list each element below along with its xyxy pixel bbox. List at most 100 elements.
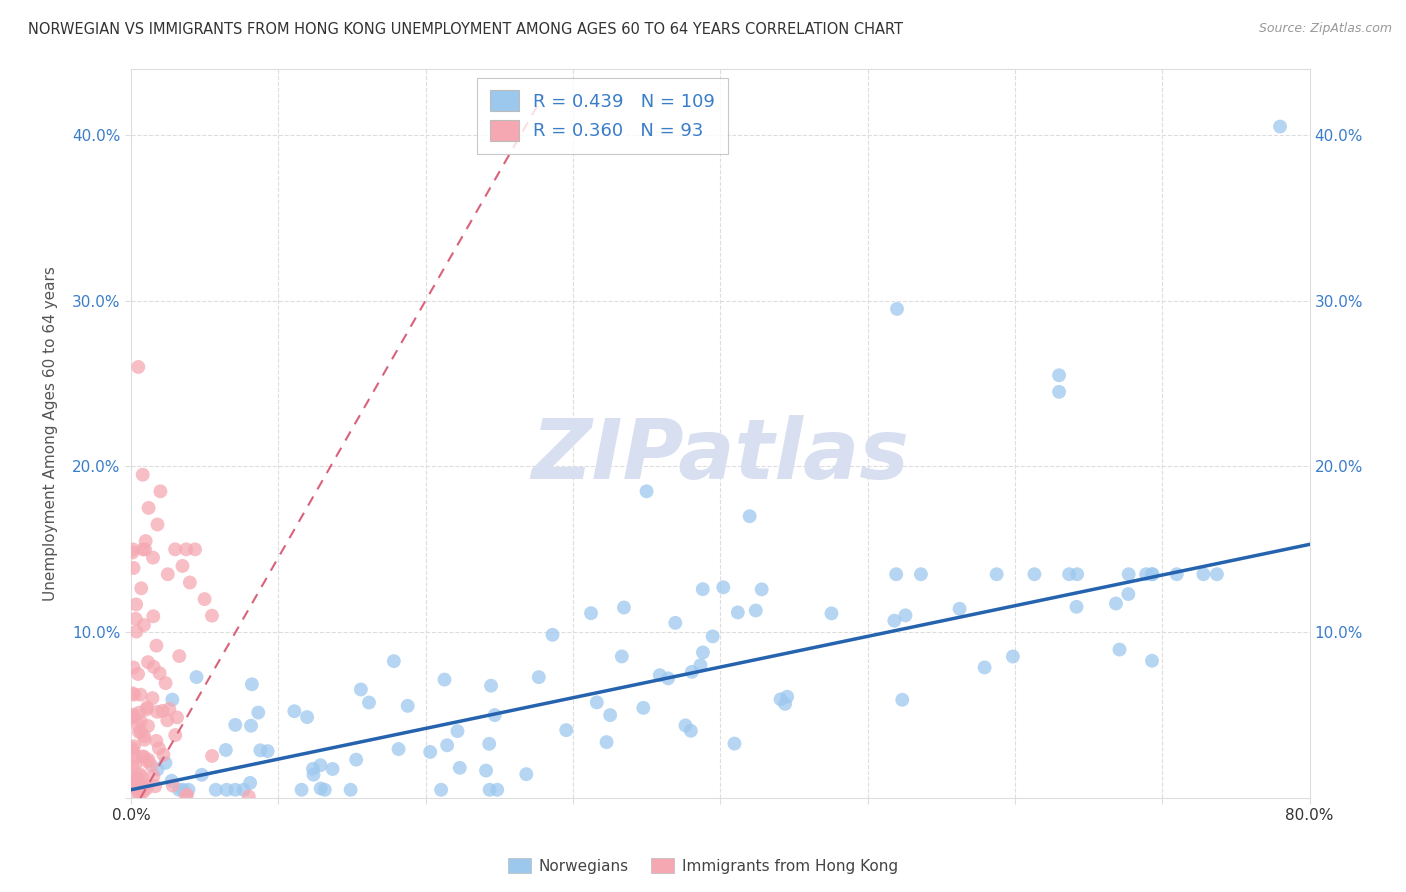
Point — [232, 782, 254, 797]
Point — [1047, 384, 1070, 399]
Point — [194, 592, 217, 607]
Point — [633, 701, 655, 715]
Point — [174, 789, 197, 804]
Point — [396, 698, 419, 713]
Point — [884, 567, 907, 582]
Point — [156, 714, 179, 728]
Point — [136, 700, 159, 714]
Point — [382, 654, 405, 668]
Point — [555, 723, 578, 738]
Point — [176, 788, 198, 802]
Point — [986, 567, 1008, 582]
Point — [129, 582, 152, 596]
Point — [478, 737, 501, 751]
Point — [484, 708, 506, 723]
Text: NORWEGIAN VS IMMIGRANTS FROM HONG KONG UNEMPLOYMENT AMONG AGES 60 TO 64 YEARS CO: NORWEGIAN VS IMMIGRANTS FROM HONG KONG U… — [28, 22, 903, 37]
Point — [136, 719, 159, 733]
Point — [1047, 368, 1070, 383]
Point — [179, 575, 201, 590]
Point — [751, 582, 773, 597]
Point — [155, 756, 177, 770]
Point — [152, 704, 174, 718]
Point — [157, 702, 180, 716]
Point — [177, 782, 200, 797]
Point — [135, 534, 157, 549]
Point — [166, 710, 188, 724]
Point — [776, 690, 799, 704]
Point — [478, 782, 501, 797]
Point — [773, 697, 796, 711]
Point — [121, 542, 143, 557]
Point — [145, 734, 167, 748]
Point — [135, 702, 157, 716]
Point — [430, 782, 453, 797]
Legend: Norwegians, Immigrants from Hong Kong: Norwegians, Immigrants from Hong Kong — [502, 852, 904, 880]
Point — [128, 767, 150, 781]
Point — [224, 718, 246, 732]
Text: ZIPatlas: ZIPatlas — [531, 415, 910, 496]
Point — [128, 725, 150, 739]
Point — [1135, 567, 1157, 582]
Point — [692, 645, 714, 659]
Point — [127, 667, 149, 681]
Point — [1140, 567, 1163, 582]
Point — [1066, 599, 1088, 614]
Point — [162, 779, 184, 793]
Point — [124, 688, 146, 702]
Point — [238, 789, 260, 804]
Point — [883, 614, 905, 628]
Point — [702, 629, 724, 643]
Point — [132, 785, 155, 799]
Point — [121, 545, 143, 559]
Point — [1001, 649, 1024, 664]
Point — [314, 782, 336, 797]
Point — [309, 758, 332, 772]
Point — [121, 779, 143, 793]
Point — [141, 691, 163, 706]
Point — [121, 686, 143, 700]
Point — [745, 603, 768, 617]
Point — [165, 728, 187, 742]
Point — [948, 601, 970, 615]
Point — [121, 710, 143, 724]
Point — [138, 753, 160, 767]
Point — [681, 665, 703, 679]
Point — [711, 580, 734, 594]
Point — [692, 582, 714, 597]
Point — [146, 517, 169, 532]
Point — [636, 484, 658, 499]
Point — [419, 745, 441, 759]
Point — [184, 542, 207, 557]
Point — [891, 693, 914, 707]
Point — [613, 600, 636, 615]
Point — [145, 639, 167, 653]
Point — [127, 359, 149, 374]
Point — [215, 743, 238, 757]
Point — [1268, 120, 1291, 134]
Point — [129, 714, 152, 729]
Point — [174, 542, 197, 557]
Point — [475, 764, 498, 778]
Point — [132, 618, 155, 632]
Point — [479, 679, 502, 693]
Point — [122, 739, 145, 753]
Point — [155, 676, 177, 690]
Point — [433, 673, 456, 687]
Point — [134, 732, 156, 747]
Point — [125, 781, 148, 796]
Point — [204, 782, 226, 797]
Point — [167, 782, 190, 797]
Point — [131, 770, 153, 784]
Point — [148, 741, 170, 756]
Point — [160, 773, 183, 788]
Point — [149, 484, 172, 499]
Point — [689, 658, 711, 673]
Point — [1166, 567, 1188, 582]
Point — [283, 704, 305, 718]
Point — [679, 723, 702, 738]
Point — [256, 744, 278, 758]
Point — [1024, 567, 1046, 582]
Point — [128, 789, 150, 804]
Point — [1118, 567, 1140, 582]
Point — [886, 301, 908, 316]
